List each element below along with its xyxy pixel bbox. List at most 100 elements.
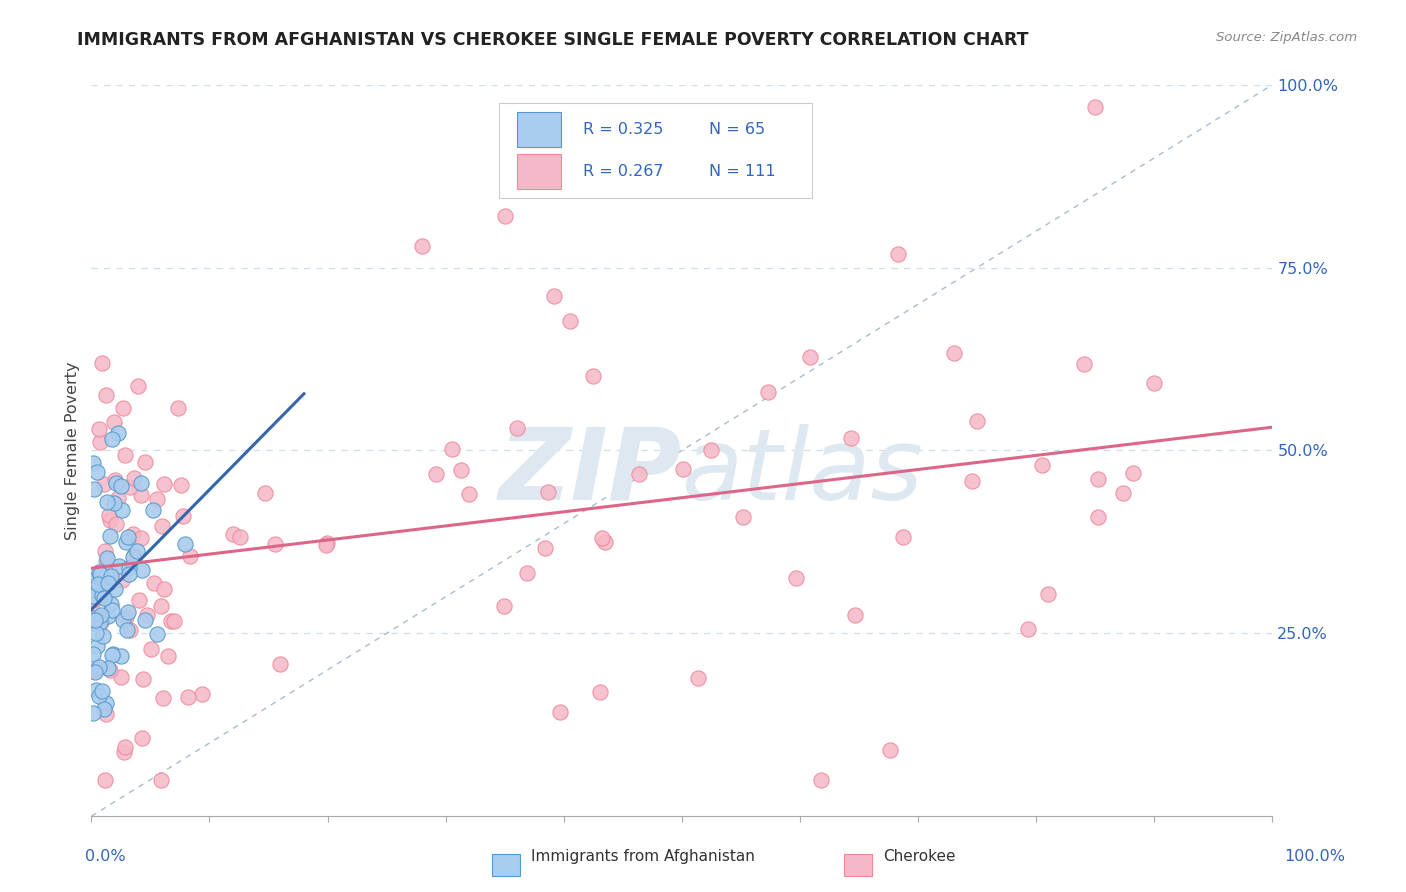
Point bbox=[93, 476, 115, 491]
Text: R = 0.325: R = 0.325 bbox=[582, 122, 664, 136]
Point bbox=[101, 647, 124, 661]
Point bbox=[543, 289, 565, 303]
Point bbox=[93, 629, 115, 643]
Point bbox=[844, 608, 866, 623]
Point bbox=[810, 772, 832, 787]
Point bbox=[96, 388, 118, 402]
Point bbox=[117, 530, 139, 544]
Point bbox=[942, 346, 965, 360]
Point bbox=[101, 603, 124, 617]
FancyBboxPatch shape bbox=[492, 855, 520, 876]
Point bbox=[118, 561, 141, 575]
Point bbox=[450, 463, 472, 477]
Point bbox=[90, 607, 112, 622]
Text: N = 65: N = 65 bbox=[709, 122, 765, 136]
Point bbox=[1111, 486, 1133, 500]
Point bbox=[89, 422, 111, 436]
Point bbox=[82, 706, 104, 721]
Point bbox=[87, 689, 110, 703]
Point bbox=[142, 502, 165, 516]
Point bbox=[411, 238, 433, 252]
Point bbox=[94, 696, 117, 710]
Point bbox=[1143, 376, 1166, 391]
Point bbox=[152, 476, 174, 491]
Point bbox=[591, 531, 613, 545]
Point bbox=[134, 454, 156, 468]
Text: 0.0%: 0.0% bbox=[86, 849, 125, 863]
Point bbox=[90, 356, 112, 370]
Point bbox=[700, 443, 723, 458]
Point bbox=[110, 479, 132, 493]
Point bbox=[253, 486, 276, 500]
Point bbox=[89, 615, 111, 630]
Point bbox=[98, 529, 121, 543]
Point bbox=[131, 563, 153, 577]
Point bbox=[104, 475, 127, 490]
Point bbox=[595, 535, 617, 549]
Point bbox=[87, 565, 110, 579]
Point bbox=[97, 661, 120, 675]
Point bbox=[98, 512, 121, 526]
Point bbox=[1073, 357, 1095, 371]
Point bbox=[136, 608, 159, 623]
Point bbox=[82, 606, 104, 620]
Point bbox=[962, 474, 984, 488]
Point bbox=[82, 456, 104, 470]
Point bbox=[686, 671, 709, 685]
Point bbox=[134, 613, 156, 627]
Point bbox=[441, 442, 464, 456]
FancyBboxPatch shape bbox=[499, 103, 811, 198]
Point bbox=[534, 541, 557, 555]
Point bbox=[112, 745, 135, 759]
Point bbox=[560, 314, 582, 328]
Point bbox=[97, 608, 120, 623]
Point bbox=[150, 772, 173, 787]
Point bbox=[111, 614, 134, 628]
Point bbox=[103, 496, 125, 510]
Point bbox=[84, 665, 107, 679]
Point bbox=[131, 731, 153, 745]
Point bbox=[143, 576, 166, 591]
Point bbox=[90, 570, 112, 584]
Point bbox=[128, 593, 150, 607]
Point bbox=[1087, 472, 1109, 486]
Point bbox=[121, 549, 143, 564]
Point bbox=[100, 569, 122, 583]
Point bbox=[887, 246, 910, 260]
FancyBboxPatch shape bbox=[516, 112, 561, 147]
Point bbox=[82, 664, 104, 678]
Point bbox=[581, 369, 603, 384]
Point bbox=[269, 657, 291, 672]
Point bbox=[107, 426, 129, 441]
Point bbox=[1017, 622, 1039, 636]
Text: R = 0.267: R = 0.267 bbox=[582, 164, 664, 179]
Point bbox=[90, 588, 112, 602]
Point bbox=[105, 517, 128, 532]
Point bbox=[149, 599, 172, 614]
Point bbox=[120, 624, 142, 638]
Text: 100.0%: 100.0% bbox=[1284, 849, 1346, 863]
Point bbox=[124, 471, 146, 485]
Point bbox=[537, 484, 560, 499]
Point bbox=[146, 492, 169, 507]
Point bbox=[627, 467, 650, 482]
Point bbox=[172, 509, 194, 524]
Point bbox=[190, 687, 212, 701]
Point bbox=[160, 614, 183, 628]
Point bbox=[83, 613, 105, 627]
Point bbox=[100, 597, 122, 611]
Point bbox=[150, 519, 173, 533]
Point bbox=[132, 672, 155, 686]
Point bbox=[90, 615, 112, 629]
Point bbox=[966, 414, 988, 428]
Point bbox=[114, 449, 136, 463]
Point bbox=[1084, 100, 1107, 114]
Point bbox=[107, 558, 129, 573]
Point bbox=[110, 670, 132, 684]
Point bbox=[107, 491, 129, 506]
Point bbox=[170, 478, 193, 492]
Point bbox=[145, 626, 167, 640]
Point bbox=[82, 647, 104, 661]
Point bbox=[86, 662, 108, 676]
FancyBboxPatch shape bbox=[516, 154, 561, 189]
